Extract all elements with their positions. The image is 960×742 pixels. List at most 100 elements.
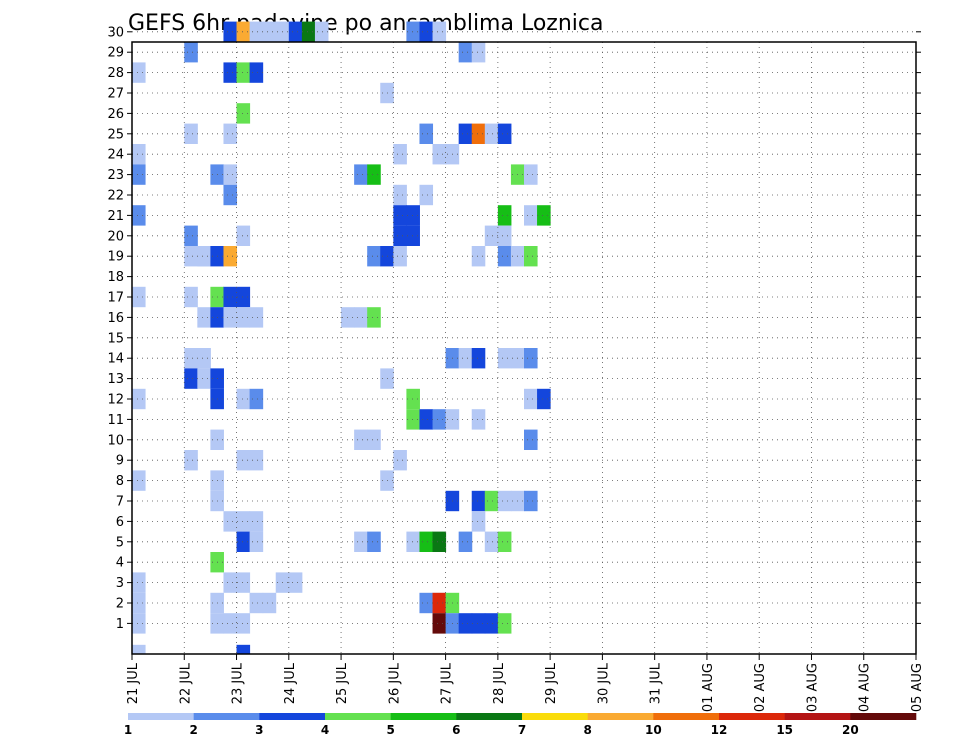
x-tick-label: 01 AUG [701,663,716,712]
legend-swatch [850,713,917,720]
y-tick-label: 14 [107,352,124,367]
heatmap-cell [419,21,434,42]
heatmap-cell [419,184,434,206]
plot-frame [131,41,917,655]
heatmap-cell [223,62,238,83]
heatmap-cell [497,225,512,246]
heatmap-cell [249,450,264,471]
heatmap-cell [419,123,434,144]
heatmap-cell [458,42,473,63]
heatmap-cell [471,42,486,63]
heatmap-cell [184,123,198,144]
legend-threshold-label: 8 [583,723,591,737]
y-tick-label: 18 [107,270,124,285]
heatmap-cell [223,307,238,328]
heatmap-cell [132,613,146,634]
y-tick-label: 16 [107,311,124,326]
heatmap-cell [524,164,538,185]
legend-swatch [784,713,851,720]
y-tick-label: 6 [116,515,124,530]
heatmap-cell [354,164,368,185]
legend-threshold-label: 6 [452,723,460,737]
heatmap-cell [419,531,434,552]
legend-threshold-label: 20 [842,723,859,737]
heatmap-cell [471,348,486,369]
legend-swatch [259,713,326,720]
y-tick-label: 5 [116,535,124,550]
heatmap-cell [184,246,198,267]
x-tick-label: 26 JUL [387,662,402,704]
heatmap-cell [524,348,538,369]
heatmap-cell [236,644,251,654]
heatmap-cell [497,531,512,552]
heatmap-cell [249,592,264,614]
heatmap-cell [393,225,407,246]
heatmap-cell [419,592,434,614]
y-tick-label: 9 [116,454,124,469]
legend-threshold-label: 10 [645,723,662,737]
legend-swatch [128,713,194,720]
legend-threshold-label: 12 [711,723,728,737]
heatmap-cell [262,21,277,42]
heatmap-cell [184,450,198,471]
heatmap-cell [132,592,146,614]
heatmap-cell [524,205,538,226]
heatmap-cell [458,531,473,552]
y-tick-label: 15 [107,331,124,346]
x-tick-label: 30 JUL [596,662,611,704]
x-tick-label: 31 JUL [649,662,664,704]
legend-threshold-label: 2 [189,723,197,737]
legend-threshold-label: 5 [386,723,394,737]
x-tick-label: 28 JUL [492,662,507,704]
x-tick-label: 23 JUL [231,662,246,704]
heatmap-cell [184,368,198,389]
heatmap-cell [471,409,486,430]
y-tick-label: 3 [116,576,124,591]
heatmap-cell [537,388,551,410]
x-tick-label: 04 AUG [858,663,873,712]
x-tick-label: 24 JUL [283,662,298,704]
y-tick-label: 27 [107,87,124,102]
y-tick-label: 13 [107,372,124,387]
heatmap-cell [393,450,407,471]
heatmap-cell [497,348,512,369]
heatmap-cell [419,409,434,430]
heatmap-cell [197,368,211,389]
heatmap-cell [471,511,486,532]
heatmap-cell [223,21,238,42]
heatmap-cell [406,225,420,246]
heatmap-cell [236,103,251,124]
y-tick-label: 25 [107,127,124,142]
y-tick-label: 17 [107,291,124,306]
heatmap-cell [223,246,238,267]
heatmap-cell [484,225,499,246]
heatmap-cell [458,123,473,144]
heatmap-cell [132,144,146,165]
heatmap-cell [236,531,251,552]
heatmap-cell [393,246,407,267]
heatmap-cell [223,184,238,206]
heatmap-cell [249,307,264,328]
legend-swatch [325,713,391,720]
heatmap-cell [249,511,264,532]
heatmap-cell [314,21,329,42]
heatmap-cell [132,205,146,226]
heatmap-cell [393,205,407,226]
heatmap-cell [249,21,264,42]
heatmap-cell [432,531,447,552]
heatmap-cell [432,144,447,165]
heatmap-cell [249,62,264,83]
y-tick-label: 19 [107,250,124,265]
heatmap-cell [524,246,538,267]
legend-swatch [719,713,785,720]
y-tick-label: 20 [107,229,124,244]
heatmap-cell [236,572,251,593]
heatmap-cell [132,644,146,654]
heatmap-cell [354,429,368,450]
legend-threshold-label: 3 [255,723,263,737]
heatmap-cell [471,123,486,144]
heatmap-cell [236,511,251,532]
heatmap-cell [458,613,473,634]
heatmap-cell [197,307,211,328]
